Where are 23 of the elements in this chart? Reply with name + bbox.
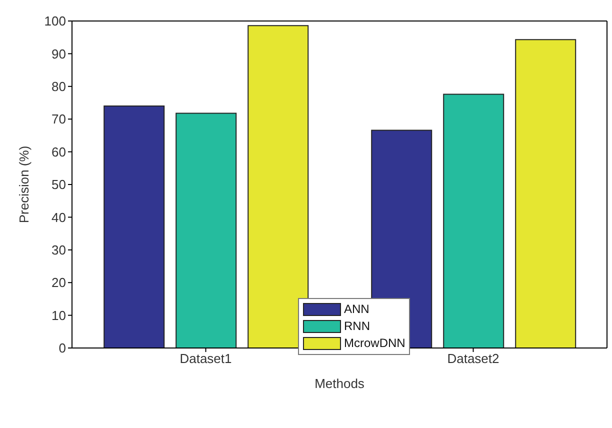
bar	[443, 94, 504, 348]
x-tick-label: Dataset2	[447, 351, 500, 366]
legend-label: McrowDNN	[344, 335, 406, 352]
y-tick-label: 0	[58, 340, 66, 356]
y-tick-label: 30	[52, 242, 66, 258]
y-tick-label: 100	[44, 14, 66, 29]
y-tick-label: 50	[52, 177, 66, 192]
y-tick-label: 10	[52, 308, 66, 323]
y-tick-label: 70	[52, 112, 66, 127]
bar	[515, 39, 576, 348]
bar	[104, 106, 165, 348]
x-tick-label: Dataset1	[180, 351, 232, 366]
y-tick-label: 80	[52, 79, 66, 94]
y-tick-label: 20	[52, 275, 66, 290]
y-tick-label: 40	[52, 210, 66, 225]
x-axis-title: Methods	[314, 376, 365, 391]
y-tick-label: 60	[52, 144, 66, 160]
y-axis-title: Precision (%)	[16, 146, 32, 224]
bar	[176, 112, 237, 348]
legend-label: ANN	[344, 301, 370, 318]
y-tick-label: 90	[52, 46, 66, 62]
legend-label: RNN	[344, 318, 370, 335]
bar	[248, 25, 309, 348]
